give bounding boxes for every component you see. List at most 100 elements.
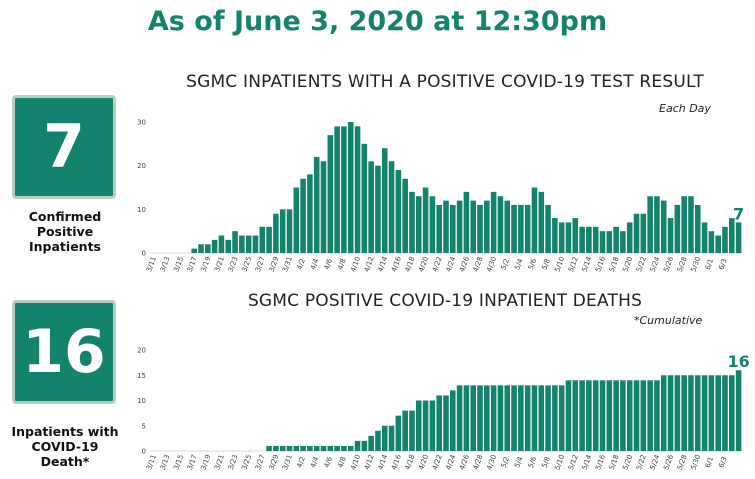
inpatients-bar: [538, 191, 545, 253]
inpatients-xtick: 5/14: [581, 255, 594, 273]
inpatients-bar: [252, 235, 259, 253]
inpatients-xtick: 5/10: [553, 256, 566, 274]
inpatients-bar: [456, 200, 463, 253]
inpatients-ytick: 30: [137, 119, 146, 127]
deaths-xtick: 5/16: [594, 453, 607, 471]
deaths-label-line2: COVID-19: [31, 439, 99, 454]
inpatients-xtick: 5/20: [621, 256, 634, 274]
deaths-bar: [422, 400, 429, 451]
deaths-xtick: 4/18: [404, 454, 417, 472]
inpatients-bar: [436, 204, 442, 253]
deaths-bar: [327, 445, 334, 451]
inpatients-bar: [361, 143, 368, 253]
inpatients-xtick: 5/24: [649, 255, 662, 273]
deaths-bar: [694, 375, 701, 451]
inpatients-xtick: 3/17: [186, 256, 199, 274]
inpatients-bar: [633, 213, 640, 253]
deaths-label-line3: Death*: [40, 454, 90, 469]
deaths-bar: [402, 410, 408, 451]
inpatients-xtick: 5/30: [689, 256, 702, 274]
inpatients-bar: [402, 178, 408, 253]
deaths-bar: [565, 380, 572, 451]
deaths-xtick: 5/4: [513, 455, 525, 469]
inpatients-xtick: 5/18: [608, 256, 621, 274]
deaths-xtick: 3/17: [186, 454, 199, 472]
inpatients-bar: [415, 196, 422, 253]
deaths-box: 16: [12, 300, 116, 404]
inpatients-xtick: 4/14: [376, 255, 389, 273]
deaths-xtick: 4/4: [309, 455, 321, 469]
deaths-bar: [300, 445, 306, 451]
deaths-bar: [729, 375, 735, 451]
deaths-chart-note: *Cumulative: [634, 314, 703, 327]
inpatients-xtick: 3/31: [281, 256, 294, 274]
inpatients-bar: [191, 248, 198, 253]
confirmed-positive-label-line3: Inpatients: [29, 239, 101, 254]
inpatients-bar: [232, 231, 238, 253]
inpatients-ytick: 20: [137, 162, 146, 170]
deaths-xtick: 5/12: [567, 454, 580, 472]
inpatients-xtick: 3/29: [268, 256, 281, 274]
inpatients-bar: [422, 187, 429, 253]
deaths-bar: [334, 445, 340, 451]
inpatients-bar: [225, 239, 232, 253]
inpatients-bar: [681, 196, 687, 253]
inpatients-xtick: 3/21: [213, 256, 226, 274]
deaths-xtick: 5/10: [553, 454, 566, 472]
deaths-bar: [341, 445, 347, 451]
inpatients-bar: [660, 200, 667, 253]
deaths-bar: [293, 445, 300, 451]
deaths-bar: [409, 410, 415, 451]
inpatients-last-value-label: 7: [733, 204, 744, 223]
inpatients-bar: [674, 204, 681, 253]
inpatients-bar: [205, 244, 211, 253]
inpatients-xtick: 5/22: [635, 256, 648, 274]
inpatients-bar: [490, 191, 497, 253]
deaths-bar: [429, 400, 436, 451]
deaths-xtick: 3/29: [268, 454, 281, 472]
deaths-bar: [361, 440, 368, 451]
deaths-xtick: 5/18: [608, 454, 621, 472]
inpatients-xtick: 4/6: [323, 257, 335, 271]
inpatients-bar: [667, 218, 674, 253]
deaths-xtick: 3/19: [200, 454, 213, 472]
deaths-chart-title: SGMC POSITIVE COVID-19 INPATIENT DEATHS: [247, 291, 643, 311]
deaths-bar: [613, 380, 619, 451]
inpatients-xtick: 4/4: [309, 257, 321, 271]
deaths-bar: [599, 380, 606, 451]
inpatients-bar: [647, 196, 653, 253]
deaths-xtick: 4/30: [485, 454, 498, 472]
inpatients-bar: [524, 204, 531, 253]
deaths-bar: [490, 385, 497, 451]
deaths-xtick: 4/26: [458, 453, 471, 471]
deaths-xtick: 4/16: [390, 453, 403, 471]
deaths-bar: [531, 385, 538, 451]
deaths-bar: [640, 380, 647, 451]
inpatients-bar: [613, 226, 619, 253]
inpatients-bar: [293, 187, 300, 253]
deaths-bar: [450, 390, 456, 451]
inpatients-bar: [620, 231, 626, 253]
deaths-xtick: 4/12: [363, 454, 376, 472]
deaths-xtick: 5/26: [662, 453, 675, 471]
deaths-xtick: 5/2: [500, 456, 511, 469]
inpatients-bar: [701, 222, 708, 253]
inpatients-bar: [313, 156, 320, 253]
deaths-bar: [347, 445, 354, 451]
inpatients-bar: [477, 204, 483, 253]
inpatients-ytick: 10: [137, 206, 146, 214]
inpatients-xtick: 4/20: [417, 256, 430, 274]
deaths-bar: [313, 445, 320, 451]
deaths-xtick: 5/28: [676, 454, 689, 472]
inpatients-bar: [273, 213, 279, 253]
deaths-ytick: 5: [142, 422, 146, 430]
deaths-xtick: 3/15: [172, 454, 185, 472]
inpatients-bar: [722, 226, 728, 253]
inpatients-bar: [572, 218, 579, 253]
inpatients-xtick: 3/25: [240, 256, 253, 274]
inpatients-bar: [347, 122, 354, 253]
deaths-bar: [701, 375, 708, 451]
inpatients-bar: [307, 174, 313, 253]
deaths-bar: [545, 385, 551, 451]
deaths-bar: [320, 445, 327, 451]
